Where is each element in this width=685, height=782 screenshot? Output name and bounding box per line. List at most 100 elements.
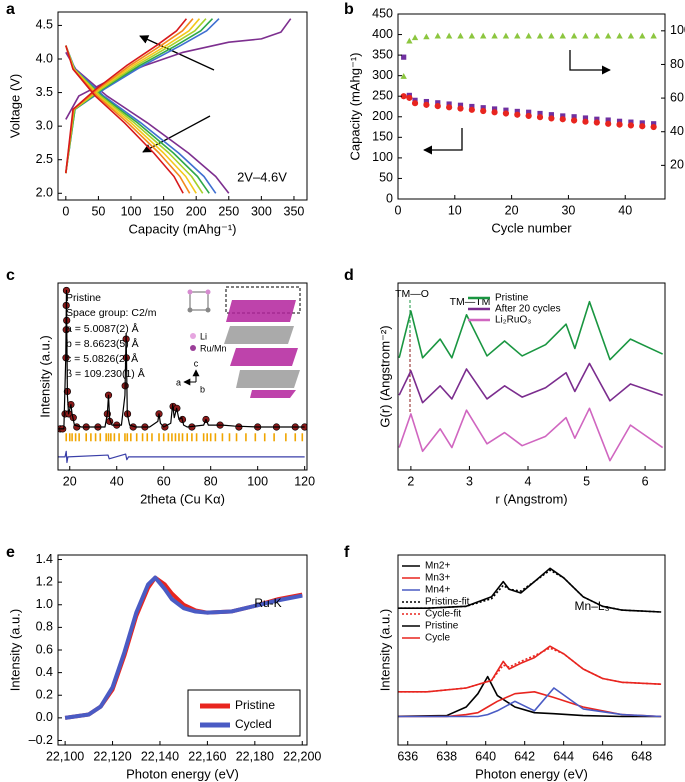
series-line [398,647,662,693]
data-point [491,106,498,112]
y-tick-label: 4.5 [36,18,53,32]
series-line [65,45,184,194]
plot-frame [57,282,308,471]
data-point [469,103,475,110]
legend-label: Mn2+ [425,561,450,572]
x-axis-label: Cycle number [491,220,572,235]
data-point [411,100,419,107]
y-tick-label: 350 [372,47,393,61]
x-tick-label: 200 [186,204,207,218]
data-point [457,32,464,39]
series-line [65,18,292,120]
data-point [650,123,657,131]
panel-label: f [344,544,350,561]
data-point [559,116,566,123]
data-point [525,112,532,120]
data-point [582,32,589,39]
x-tick-label: 10 [448,203,462,217]
y-axis-label: G(r) (Angstrom⁻²) [377,325,392,427]
arrow [423,128,463,155]
data-point [627,32,635,39]
data-point [616,32,623,39]
data-point [605,120,612,127]
data-point [491,109,498,116]
plot-area [400,32,657,131]
plot-frame [57,11,308,201]
data-point [457,102,464,108]
data-point [502,110,510,117]
data-point [559,32,566,39]
annotation: a = 5.0087(2) Å [66,322,139,335]
plot-frame [397,13,666,200]
data-point [468,32,476,39]
y-tick-label: 0.0 [36,710,53,724]
series-line [398,675,662,718]
annotation: Pristine [66,292,101,304]
data-point [514,108,520,115]
y-tick-label: 2.0 [36,186,53,200]
x-tick-label: 20 [505,203,519,217]
panel-label: d [344,267,354,284]
x-tick-label: 22,180 [236,749,274,763]
y-tick-label: 450 [372,6,393,20]
x-tick-label: 22,200 [283,749,321,763]
data-point [514,111,521,118]
data-point [548,112,554,118]
data-point [503,107,509,113]
data-point [434,32,441,39]
series-line [58,450,305,464]
inset-label: a [176,377,181,387]
series-line [65,51,230,194]
x-tick-label: 5 [583,474,590,488]
y-tick-label: 3.0 [36,118,53,132]
data-point [582,115,589,121]
x-tick-label: 648 [631,749,652,763]
data-point [526,109,532,115]
plot-area [58,286,307,464]
legend-label: Mn3+ [425,573,450,584]
legend-label: Pristine [495,293,529,304]
crystal-inset [183,286,301,398]
y-tick-label: 0.4 [36,665,53,679]
data-point [423,33,430,40]
y-tick-label: 0 [386,191,393,205]
y-axis-label: Intensity (a.u.) [7,609,22,691]
y2-tick-label: 20 [670,158,684,172]
x-tick-label: 22,100 [46,749,84,763]
series-line [398,362,663,404]
x-tick-label: 350 [284,204,305,218]
data-point [446,101,452,107]
data-point [480,105,486,111]
x-tick-label: 636 [397,749,418,763]
y-tick-label: 50 [379,171,393,185]
data-point [593,32,601,39]
y-axis-label: Capacity (mAhg⁻¹) [347,53,362,161]
data-point [423,101,430,108]
y-tick-label: 150 [372,130,393,144]
data-point [616,118,623,124]
series-line [398,645,662,693]
data-point [423,98,430,105]
x-tick-label: 0 [395,203,402,217]
y-tick-label: 200 [372,109,393,123]
legend-label: Pristine [425,621,459,632]
legend-label: Mn4+ [425,585,450,596]
y-tick-label: 250 [372,89,393,103]
legend-label: Cycle [425,633,450,644]
series-line [65,18,201,174]
inset-label: Li [200,331,207,341]
x-tick-label: 638 [436,749,457,763]
x-tick-label: 4 [525,474,532,488]
data-point [605,117,611,123]
plot-area [65,18,292,194]
legend-label: Cycled [235,717,272,731]
legend-label: Cycle-fit [425,609,461,620]
inset-label: c [194,358,199,368]
y-axis-label: Intensity (a.u.) [37,335,52,417]
panel-label: e [6,544,15,561]
y2-tick-label: 80 [670,57,684,71]
y-tick-label: 400 [372,27,393,41]
panel-label: a [6,1,15,18]
annotation: b = 8.6623(5) Å [66,337,139,350]
